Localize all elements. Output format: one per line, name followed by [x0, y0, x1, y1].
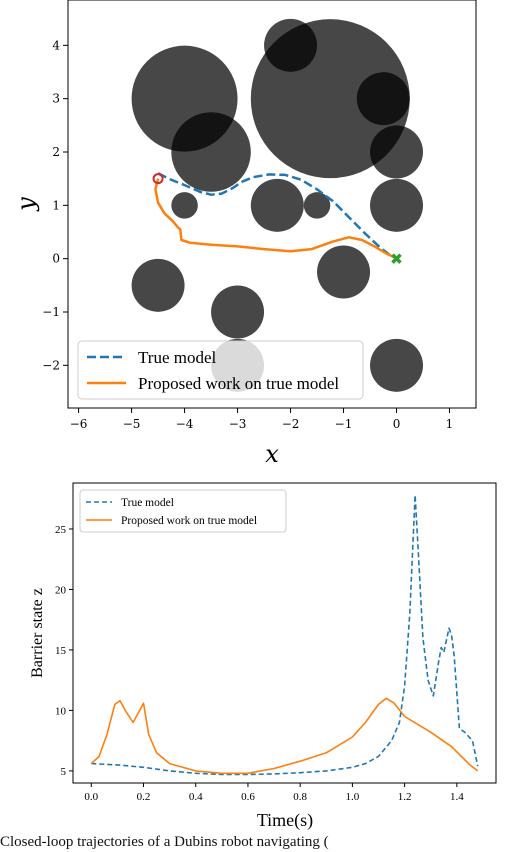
obstacle-circle: [303, 192, 331, 219]
y-tick-label: 2: [52, 145, 60, 159]
true-model-barrier-line: [91, 494, 479, 776]
x-tick-label: −6: [70, 417, 88, 431]
figure-caption: Closed-loop trajectories of a Dubins rob…: [0, 834, 329, 850]
x-tick-label: 1.2: [398, 791, 412, 803]
true-model-trajectory: [157, 172, 392, 257]
x-tick-label: −2: [282, 417, 300, 431]
x-axis-label: x: [265, 440, 279, 468]
x-tick-label: 1.0: [346, 791, 360, 803]
obstacle-circle: [171, 112, 251, 192]
x-tick-label: 0: [393, 417, 401, 431]
plot-frame: [67, 0, 477, 409]
x-tick-label: −1: [335, 417, 353, 431]
y-axis-label-bottom: Barrier state z: [29, 588, 46, 678]
x-tick-label: 0.2: [137, 791, 151, 803]
x-tick-label: −3: [229, 417, 247, 431]
obstacle-circle: [131, 258, 185, 312]
obstacle-circle: [356, 72, 410, 126]
y-tick-label: 15: [55, 645, 67, 657]
x-axis-label-bottom: Time(s): [257, 810, 313, 831]
x-tick-label: −5: [123, 417, 141, 431]
y-tick-label: −1: [42, 305, 60, 319]
y-tick-label: 3: [52, 92, 60, 106]
x-tick-label: −4: [176, 417, 194, 431]
legend: True model Proposed work on true model: [77, 340, 364, 400]
obstacle-circle: [211, 285, 265, 339]
y-tick-label: 5: [61, 766, 67, 778]
trajectory-plot: −6 −5 −4 −3 −2 −1 0 1 −2 −1 0 1 2 3 4 x y True model …: [12, 0, 477, 468]
x-tick-label: 0.4: [189, 791, 203, 803]
obstacle-circle: [370, 178, 424, 232]
y-tick-label: 0: [52, 252, 60, 266]
y-tick-label: 1: [52, 198, 60, 212]
barrier-lines: [90, 494, 479, 776]
obstacle-circle: [171, 192, 198, 219]
proposed-work-trajectory: [154, 178, 398, 260]
obstacle-circle: [250, 178, 304, 232]
legend-bottom: True model Proposed work on true model: [79, 489, 287, 533]
barrier-state-plot: 0.0 0.2 0.4 0.6 0.8 1.0 1.2 1.4 5 10 15 20 25 Time(…: [29, 482, 497, 831]
legend-label-proposed-work: Proposed work on true model: [138, 374, 339, 393]
x-axis-ticks: −6 −5 −4 −3 −2 −1 0 1: [70, 408, 454, 431]
y-tick-label: −2: [42, 358, 60, 372]
legend-label-true-model: True model: [138, 348, 217, 367]
y-tick-label: 25: [55, 524, 67, 536]
legend-label-true-model-bottom: True model: [121, 497, 174, 509]
plot-frame-bottom: [72, 482, 497, 784]
obstacle-circle: [264, 18, 318, 72]
start-marker: [152, 173, 164, 185]
x-axis-ticks-bottom: 0.0 0.2 0.4 0.6 0.8 1.0 1.2 1.4: [84, 783, 464, 803]
obstacle-circle: [370, 338, 424, 392]
x-tick-label: 0.8: [293, 791, 307, 803]
obstacle-circle: [317, 245, 371, 299]
obstacle-circle: [370, 125, 424, 179]
y-tick-label: 20: [55, 584, 67, 596]
y-tick-label: 4: [52, 38, 60, 52]
x-tick-label: 1: [446, 417, 454, 431]
x-tick-label: 0.0: [84, 791, 98, 803]
proposed-work-barrier-line: [90, 697, 479, 775]
trajectory-lines: [154, 172, 398, 260]
y-axis-ticks-bottom: 5 10 15 20 25: [55, 524, 73, 778]
y-tick-label: 10: [55, 705, 67, 717]
goal-marker: [391, 253, 402, 264]
x-tick-label: 0.6: [241, 791, 255, 803]
x-tick-label: 1.4: [450, 791, 464, 803]
obstacle-layer: [131, 18, 424, 392]
endpoint-markers: [152, 173, 402, 264]
legend-label-proposed-work-bottom: Proposed work on true model: [121, 515, 257, 527]
y-axis-ticks: −2 −1 0 1 2 3 4: [42, 38, 68, 372]
y-axis-label: y: [12, 197, 40, 212]
